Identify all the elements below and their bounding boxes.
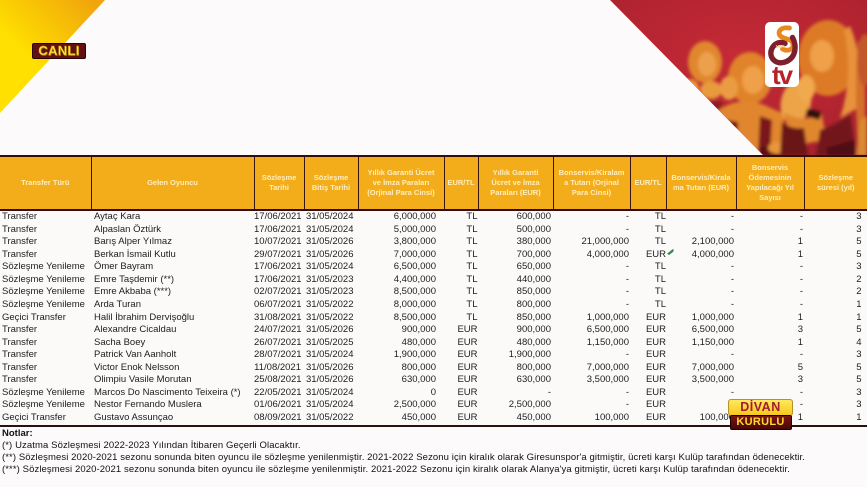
svg-text:tv: tv xyxy=(772,60,794,87)
svg-text:1905: 1905 xyxy=(776,44,786,49)
